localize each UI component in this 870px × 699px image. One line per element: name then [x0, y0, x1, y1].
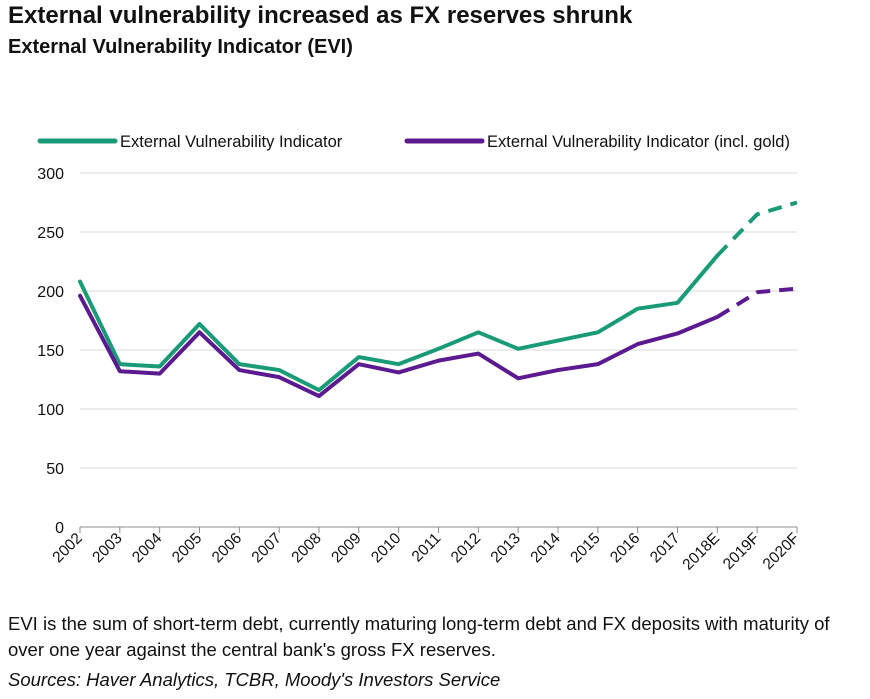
x-tick-label-2006: 2006: [209, 530, 245, 566]
series-line-1: [78, 293, 720, 399]
x-tick-label-2007: 2007: [249, 530, 285, 566]
evi-line-chart: External Vulnerability Indicator External…: [37, 133, 803, 574]
x-tick-label-2010: 2010: [368, 530, 405, 567]
footnote: EVI is the sum of short-term debt, curre…: [8, 613, 830, 660]
y-tick-label-200: 200: [37, 284, 64, 301]
chart-subtitle: External Vulnerability Indicator (EVI): [8, 36, 353, 58]
legend-label-0: External Vulnerability Indicator: [120, 133, 343, 151]
x-tick-label-2009: 2009: [328, 530, 364, 566]
series-forecast-line-1: [716, 286, 798, 319]
y-tick-label-250: 250: [37, 225, 64, 242]
x-tick-label-2013: 2013: [488, 530, 524, 566]
y-tick-label-100: 100: [37, 402, 64, 419]
y-tick-label-50: 50: [46, 461, 64, 478]
gridlines: [80, 172, 797, 469]
x-tick-label-2014: 2014: [527, 530, 564, 567]
x-tick-label-2003: 2003: [89, 530, 125, 566]
chart-legend: External Vulnerability Indicator External…: [37, 133, 790, 151]
x-tick-label-2005: 2005: [169, 530, 205, 566]
series-forecast-line-0: [715, 200, 798, 257]
x-tick-label-2011: 2011: [409, 530, 445, 566]
series-line-0: [78, 253, 720, 393]
x-tick-label-2016: 2016: [607, 530, 643, 566]
legend-label-1: External Vulnerability Indicator (incl. …: [487, 133, 790, 151]
x-tick-label-2008: 2008: [288, 530, 324, 566]
x-tick-label-2015: 2015: [567, 530, 603, 566]
y-tick-label-300: 300: [37, 166, 64, 183]
source-note: Sources: Haver Analytics, TCBR, Moody's …: [8, 669, 501, 690]
y-tick-label-0: 0: [55, 520, 64, 537]
chart-title: External vulnerability increased as FX r…: [8, 2, 633, 29]
x-tick-label-2017: 2017: [647, 530, 683, 566]
series-lines: [78, 200, 798, 399]
x-tick-label-2012: 2012: [448, 530, 484, 566]
x-tick-label-2018E: 2018E: [679, 530, 723, 574]
x-tick-label-2020F: 2020F: [760, 530, 803, 573]
x-tick-label-2019F: 2019F: [720, 530, 763, 573]
x-tick-label-2004: 2004: [129, 530, 166, 567]
y-tick-label-150: 150: [37, 343, 64, 360]
